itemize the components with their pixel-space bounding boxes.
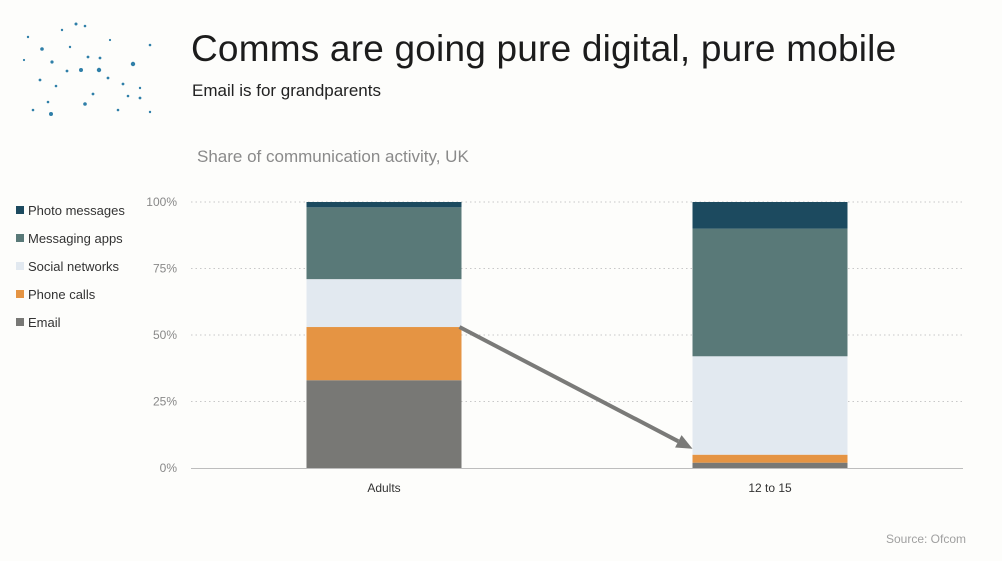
legend-item-messaging-apps: Messaging apps [16, 224, 125, 252]
legend-label: Phone calls [28, 286, 96, 302]
annotation-arrow-head [675, 435, 693, 449]
legend-item-phone-calls: Phone calls [16, 280, 125, 308]
legend-swatch [16, 262, 24, 270]
y-tick-label: 75% [153, 262, 177, 276]
x-category-label: Adults [367, 481, 400, 495]
annotation-arrow-shaft [458, 325, 680, 444]
source-note: Source: Ofcom [885, 532, 966, 546]
legend-label: Photo messages [28, 202, 125, 218]
bar-segment-social-networks [692, 356, 848, 455]
bar-segment-phone-calls [306, 327, 462, 381]
x-category-label: 12 to 15 [748, 481, 792, 495]
y-tick-label: 100% [146, 195, 177, 209]
legend-item-email: Email [16, 308, 125, 336]
legend-swatch [16, 234, 24, 242]
page-subtitle: Email is for grandparents [192, 81, 381, 100]
legend-label: Messaging apps [28, 230, 123, 246]
bar-segment-email [692, 462, 848, 468]
dots-decoration-svg [22, 22, 152, 116]
legend-item-social-networks: Social networks [16, 252, 125, 280]
legend-item-photo-messages: Photo messages [16, 196, 125, 224]
legend-swatch [16, 290, 24, 298]
bar-segment-photo-messages [306, 202, 462, 208]
bar-segment-photo-messages [692, 202, 848, 229]
chart-title: Share of communication activity, UK [197, 147, 469, 166]
y-tick-label: 25% [153, 395, 177, 409]
legend-swatch [16, 318, 24, 326]
chart-legend: Photo messages Messaging apps Social netwo… [16, 196, 125, 336]
bar-segment-messaging-apps [306, 207, 462, 280]
legend-label: Email [28, 314, 61, 330]
y-tick-label: 0% [160, 461, 178, 475]
y-tick-label: 50% [153, 328, 177, 342]
legend-label: Social networks [28, 258, 120, 274]
legend-swatch [16, 206, 24, 214]
bar-segment-social-networks [306, 279, 462, 328]
bar-segment-messaging-apps [692, 228, 848, 357]
page-title: Comms are going pure digital, pure mobil… [191, 28, 897, 69]
bar-segment-email [306, 380, 462, 468]
bar-segment-phone-calls [692, 454, 848, 463]
